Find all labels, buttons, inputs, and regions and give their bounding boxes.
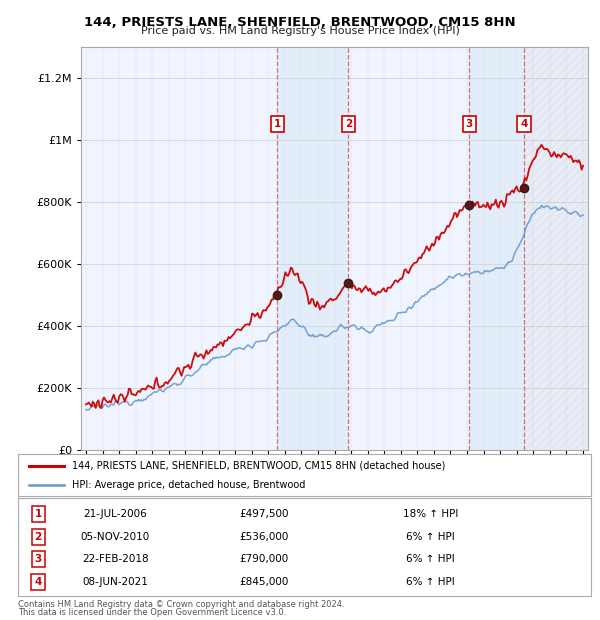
Text: £497,500: £497,500 xyxy=(239,509,289,519)
Text: 2: 2 xyxy=(345,119,352,129)
Text: Price paid vs. HM Land Registry's House Price Index (HPI): Price paid vs. HM Land Registry's House … xyxy=(140,26,460,36)
Text: £536,000: £536,000 xyxy=(240,532,289,542)
Text: 1: 1 xyxy=(274,119,281,129)
Text: 144, PRIESTS LANE, SHENFIELD, BRENTWOOD, CM15 8HN: 144, PRIESTS LANE, SHENFIELD, BRENTWOOD,… xyxy=(84,16,516,29)
Text: Contains HM Land Registry data © Crown copyright and database right 2024.: Contains HM Land Registry data © Crown c… xyxy=(18,600,344,609)
Text: 1: 1 xyxy=(34,509,41,519)
Bar xyxy=(524,46,588,450)
Text: 4: 4 xyxy=(34,577,42,587)
Text: £845,000: £845,000 xyxy=(240,577,289,587)
Text: 21-JUL-2006: 21-JUL-2006 xyxy=(83,509,147,519)
Text: 4: 4 xyxy=(520,119,528,129)
Text: £790,000: £790,000 xyxy=(240,554,289,564)
Bar xyxy=(469,46,524,450)
Text: 18% ↑ HPI: 18% ↑ HPI xyxy=(403,509,458,519)
Text: 22-FEB-2018: 22-FEB-2018 xyxy=(82,554,149,564)
Text: 3: 3 xyxy=(34,554,41,564)
Text: 6% ↑ HPI: 6% ↑ HPI xyxy=(406,532,455,542)
Text: HPI: Average price, detached house, Brentwood: HPI: Average price, detached house, Bren… xyxy=(73,480,306,490)
Text: 6% ↑ HPI: 6% ↑ HPI xyxy=(406,554,455,564)
Text: This data is licensed under the Open Government Licence v3.0.: This data is licensed under the Open Gov… xyxy=(18,608,286,617)
Text: 3: 3 xyxy=(466,119,473,129)
Bar xyxy=(277,46,349,450)
Text: 05-NOV-2010: 05-NOV-2010 xyxy=(81,532,150,542)
Text: 2: 2 xyxy=(34,532,41,542)
Text: 08-JUN-2021: 08-JUN-2021 xyxy=(82,577,148,587)
Text: 6% ↑ HPI: 6% ↑ HPI xyxy=(406,577,455,587)
Text: 144, PRIESTS LANE, SHENFIELD, BRENTWOOD, CM15 8HN (detached house): 144, PRIESTS LANE, SHENFIELD, BRENTWOOD,… xyxy=(73,461,446,471)
